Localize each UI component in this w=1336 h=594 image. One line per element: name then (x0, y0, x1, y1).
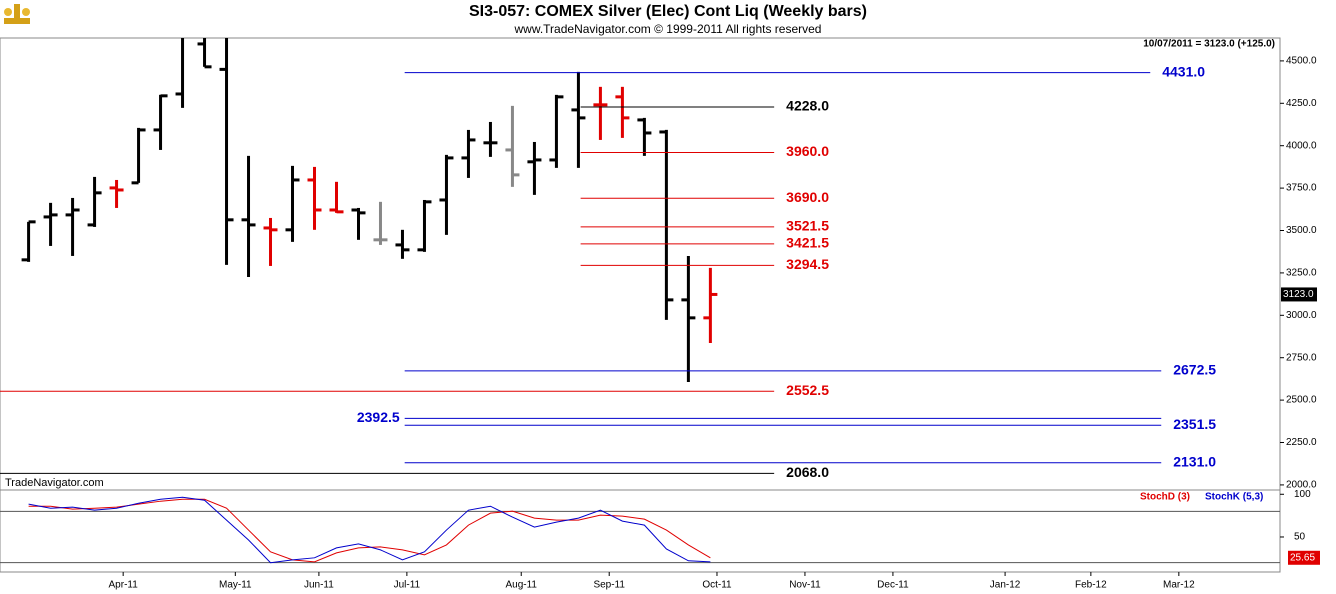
level-label: 2552.5 (786, 382, 829, 398)
x-tick-label: Jul-11 (394, 580, 421, 591)
level-label: 3690.0 (786, 189, 829, 205)
last-bar-label: 10/07/2011 = 3123.0 (+125.0) (1143, 39, 1275, 50)
x-tick-label: Dec-11 (877, 580, 909, 591)
level-label: 2068.0 (786, 464, 829, 480)
x-tick-label: Mar-12 (1163, 580, 1195, 591)
x-tick-label: Aug-11 (505, 580, 537, 591)
level-label: 4431.0 (1162, 63, 1205, 79)
logo (4, 4, 30, 24)
level-label: 2131.0 (1173, 453, 1216, 469)
x-tick-label: Jan-12 (990, 580, 1021, 591)
level-label: 4228.0 (786, 98, 829, 114)
watermark: TradeNavigator.com (5, 477, 104, 489)
legend-entry: StochK (5,3) (1205, 492, 1263, 503)
y-tick-label: 3750.0 (1286, 183, 1317, 194)
level-label: 3521.5 (786, 218, 829, 234)
price-bars (21, 38, 718, 382)
y-tick-label: 2750.0 (1286, 352, 1317, 363)
x-tick-label: May-11 (219, 580, 252, 591)
level-label: 3421.5 (786, 235, 829, 251)
x-tick-label: Apr-11 (109, 580, 139, 591)
x-tick-label: Sep-11 (593, 580, 625, 591)
ind-y-tick-label: 50 (1294, 532, 1306, 543)
x-tick-label: Nov-11 (789, 580, 821, 591)
y-tick-label: 2500.0 (1286, 395, 1317, 406)
chart-title: SI3-057: COMEX Silver (Elec) Cont Liq (W… (469, 3, 867, 20)
y-tick-label: 3000.0 (1286, 310, 1317, 321)
level-label: 2672.5 (1173, 362, 1216, 378)
stoch-line (28, 496, 711, 564)
x-tick-label: Jun-11 (304, 580, 334, 591)
ind-y-tick-label: 100 (1294, 489, 1311, 500)
y-tick-label: 2250.0 (1286, 437, 1317, 448)
x-tick-label: Feb-12 (1075, 580, 1107, 591)
y-tick-label: 4000.0 (1286, 140, 1317, 151)
legend-entry: StochD (3) (1140, 492, 1190, 503)
y-tick-label: 4250.0 (1286, 98, 1317, 109)
last-price-box (1281, 287, 1317, 302)
level-label: 2351.5 (1173, 416, 1216, 432)
indicator-pane (0, 489, 1281, 573)
last-price-label: 3123.0 (1283, 289, 1314, 300)
y-tick-label: 3250.0 (1286, 268, 1317, 279)
last-ind-label: 25.65 (1290, 552, 1315, 563)
level-label: 3960.0 (786, 143, 829, 159)
y-tick-label: 3500.0 (1286, 225, 1317, 236)
y-tick-label: 2000.0 (1286, 480, 1317, 491)
x-tick-label: Oct-11 (702, 580, 732, 591)
level-label: 3294.5 (786, 256, 829, 272)
last-ind-box (1288, 550, 1320, 565)
level-label: 2392.5 (357, 409, 400, 425)
chart-subtitle: www.TradeNavigator.com © 1999-2011 All r… (514, 22, 822, 36)
y-tick-label: 4500.0 (1286, 56, 1317, 67)
